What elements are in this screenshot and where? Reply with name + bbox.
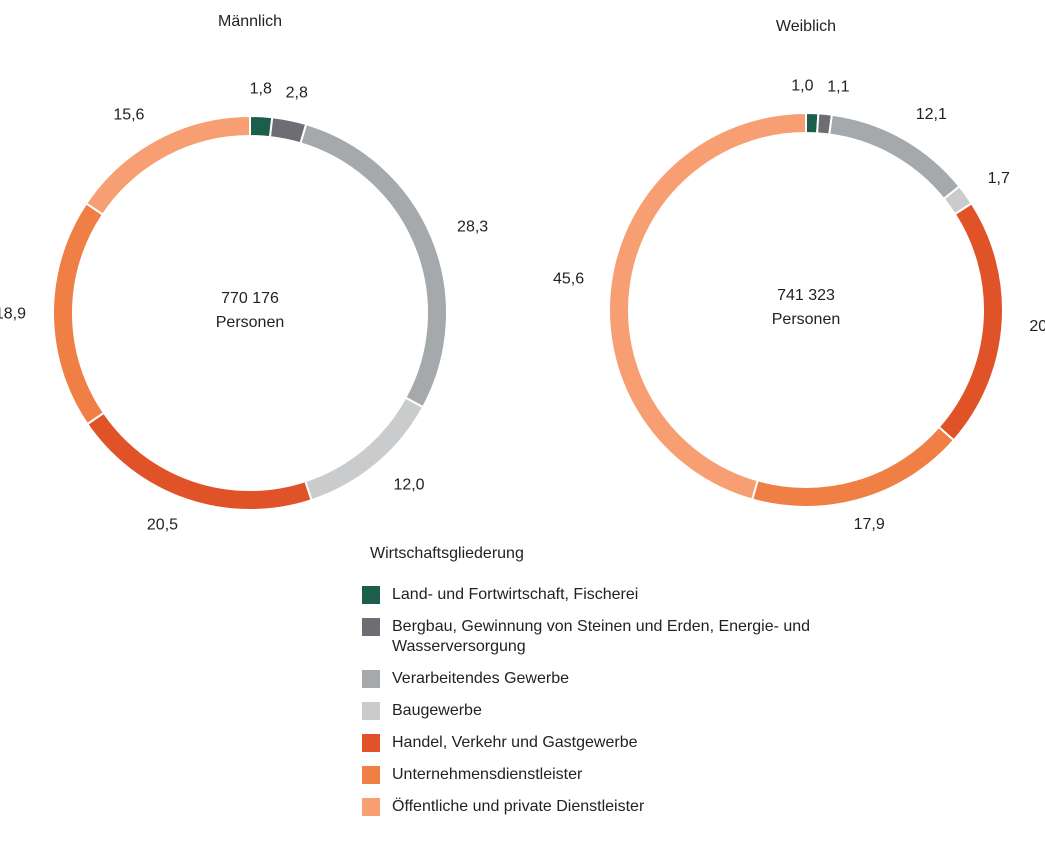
data-label: 18,9 bbox=[0, 305, 26, 322]
data-label: 1,8 bbox=[250, 81, 272, 98]
legend-label: Öffentliche und private Dienstleister bbox=[392, 798, 645, 815]
legend-item: Handel, Verkehr und Gastgewerbe bbox=[362, 733, 812, 753]
slice bbox=[937, 202, 1004, 442]
legend-label: Baugewerbe bbox=[392, 702, 482, 719]
legend-label: Land- und Fortwirtschaft, Fischerei bbox=[392, 586, 639, 603]
legend-label: Verarbeitendes Gewerbe bbox=[392, 670, 569, 687]
chart-title: Männlich bbox=[218, 13, 282, 30]
data-label: 1,1 bbox=[827, 78, 849, 95]
data-label: 1,0 bbox=[791, 77, 813, 94]
slice bbox=[52, 202, 106, 426]
legend-swatch bbox=[362, 734, 380, 752]
legend-label: Handel, Verkehr und Gastgewerbe bbox=[392, 734, 638, 751]
legend-label: Bergbau, Gewinnung von Steinen und Erden… bbox=[392, 618, 811, 655]
legend-item: Land- und Fortwirtschaft, Fischerei bbox=[362, 585, 812, 605]
legend-item: Unternehmensdienstleister bbox=[362, 765, 812, 785]
center-label: 741 323 bbox=[777, 287, 835, 304]
slice bbox=[299, 122, 448, 409]
legend: Wirtschaftsgliederung Land- und Fortwirt… bbox=[362, 545, 812, 829]
legend-title: Wirtschaftsgliederung bbox=[370, 545, 524, 562]
slice bbox=[84, 114, 251, 216]
center-label: Personen bbox=[772, 311, 841, 328]
slice bbox=[608, 111, 807, 501]
data-label: 12,0 bbox=[393, 476, 424, 493]
chart-title: Weiblich bbox=[776, 18, 836, 35]
center-label: Personen bbox=[216, 314, 285, 331]
data-label: 12,1 bbox=[916, 106, 947, 123]
legend-swatch bbox=[362, 586, 380, 604]
data-label: 15,6 bbox=[113, 107, 144, 124]
legend-item: Verarbeitendes Gewerbe bbox=[362, 669, 812, 689]
data-label: 45,6 bbox=[553, 270, 584, 287]
legend-swatch bbox=[362, 766, 380, 784]
slice bbox=[249, 114, 274, 139]
legend-label: Unternehmensdienstleister bbox=[392, 766, 583, 783]
data-label: 28,3 bbox=[457, 219, 488, 236]
legend-swatch bbox=[362, 618, 380, 636]
data-label: 2,8 bbox=[286, 85, 308, 102]
legend-swatch bbox=[362, 702, 380, 720]
legend-item: Baugewerbe bbox=[362, 701, 812, 721]
slice bbox=[828, 113, 961, 201]
data-label: 1,7 bbox=[988, 170, 1010, 187]
center-label: 770 176 bbox=[221, 290, 279, 307]
data-label: 20,5 bbox=[147, 516, 178, 533]
data-label: 17,9 bbox=[854, 516, 885, 533]
legend-item: Öffentliche und private Dienstleister bbox=[362, 797, 812, 817]
legend-swatch bbox=[362, 670, 380, 688]
slice bbox=[85, 411, 313, 511]
chart: Männlich 770 176 Personen 1,8 2,8 28,3 12,0 20,… bbox=[0, 13, 1045, 533]
legend-item: Bergbau, Gewinnung von Steinen und Erden… bbox=[362, 617, 812, 657]
slice bbox=[750, 425, 956, 508]
data-label: 20,6 bbox=[1029, 318, 1045, 335]
legend-swatch bbox=[362, 798, 380, 816]
